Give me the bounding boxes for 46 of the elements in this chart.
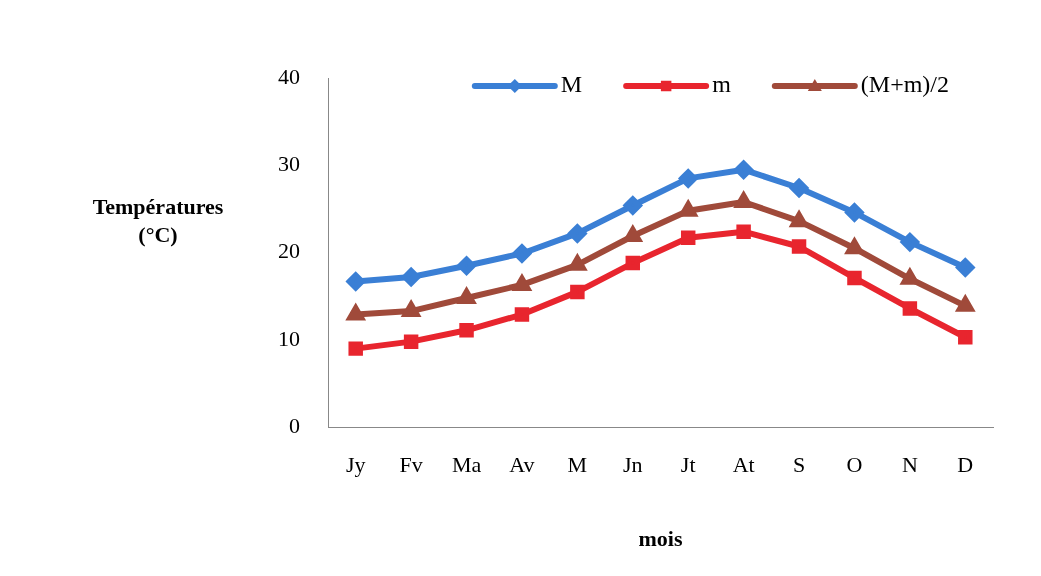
point — [346, 272, 365, 291]
x-tick-label: At — [732, 452, 755, 478]
point — [679, 169, 698, 188]
y-axis-title: Températures (°C) — [92, 194, 224, 248]
x-tick-label: Ma — [451, 452, 482, 478]
point — [348, 341, 363, 356]
point — [900, 233, 919, 252]
y-tick-label: 40 — [278, 63, 300, 89]
point — [845, 203, 864, 222]
point — [790, 179, 809, 197]
point — [459, 323, 474, 338]
y-tick-label: 20 — [278, 238, 300, 264]
point — [625, 255, 641, 271]
point — [734, 160, 753, 179]
x-tick-label: S — [792, 452, 806, 478]
x-tick-label: Av — [509, 452, 535, 478]
x-axis-title: mois — [638, 526, 683, 552]
point — [956, 258, 975, 277]
point — [512, 244, 531, 263]
x-tick-label: Fv — [399, 452, 423, 478]
y-tick-label: 0 — [289, 412, 300, 438]
point — [736, 224, 751, 239]
point — [791, 239, 807, 254]
x-tick-label: M — [567, 452, 588, 478]
point — [403, 334, 419, 349]
x-tick-label: Jt — [680, 452, 696, 478]
x-tick-label: N — [901, 452, 918, 478]
point — [457, 256, 476, 275]
point — [902, 301, 918, 316]
point — [514, 307, 530, 322]
point — [958, 330, 973, 345]
point — [570, 284, 585, 300]
x-tick-label: D — [957, 452, 974, 478]
x-tick-label: Jn — [623, 452, 643, 478]
x-tick-label: Jy — [345, 452, 366, 478]
legend-label: m — [712, 71, 732, 98]
point — [680, 230, 696, 245]
x-tick-label: O — [846, 452, 863, 478]
point — [568, 224, 587, 243]
point — [623, 196, 642, 215]
point — [847, 270, 862, 286]
y-tick-label: 30 — [278, 151, 300, 177]
legend-label: (M+m)/2 — [860, 71, 950, 98]
y-tick-label: 10 — [278, 325, 300, 351]
legend-label: M — [560, 71, 583, 98]
point — [402, 268, 421, 287]
